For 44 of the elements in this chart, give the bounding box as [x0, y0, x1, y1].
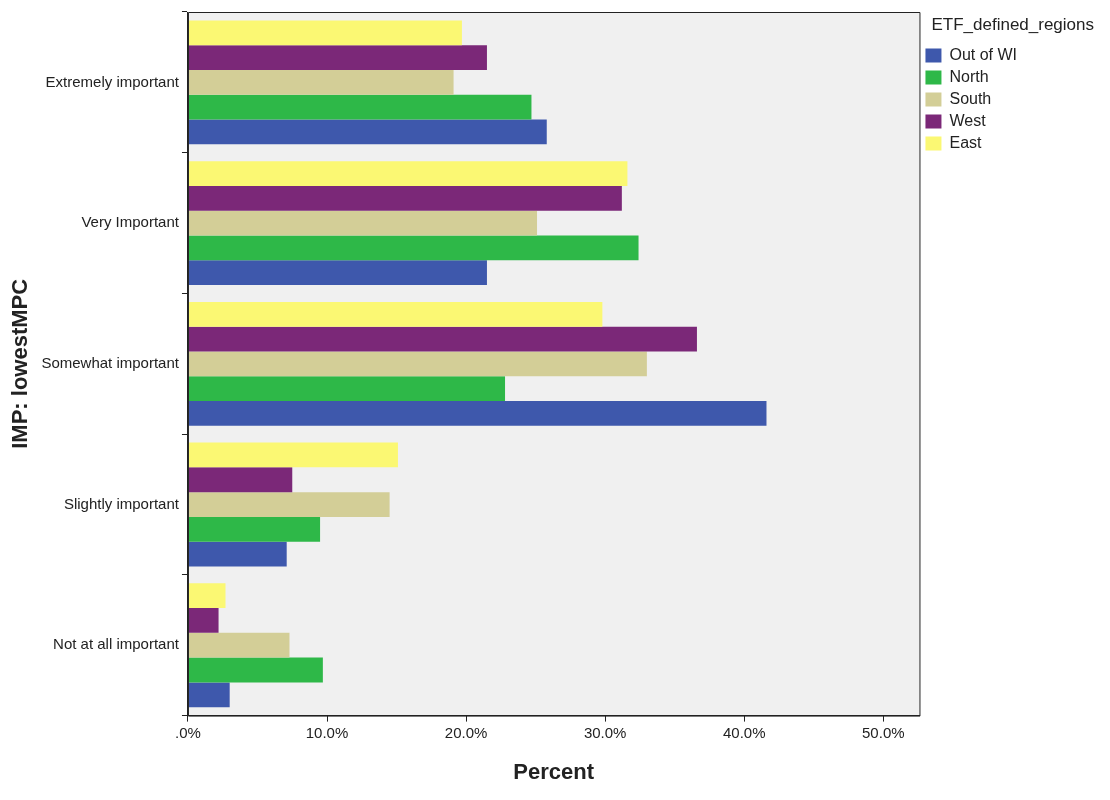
bar	[188, 467, 293, 493]
bar	[188, 632, 290, 658]
x-tick-label: 50.0%	[862, 723, 905, 741]
y-tick-label: Extremely important	[45, 72, 180, 90]
bar	[188, 492, 390, 517]
bar	[188, 94, 532, 120]
bar	[188, 45, 487, 70]
bar	[188, 442, 398, 468]
y-tick-label: Somewhat important	[41, 353, 180, 371]
bar	[188, 326, 697, 352]
bar	[188, 185, 622, 211]
bar	[188, 351, 647, 377]
x-tick-label: .0%	[175, 723, 201, 741]
bar	[188, 608, 219, 633]
legend-label: North	[949, 67, 989, 85]
legend-title: ETF_defined_regions	[931, 15, 1094, 35]
bar	[188, 119, 547, 145]
bar	[188, 161, 628, 186]
legend-label: West	[949, 111, 987, 129]
bar	[188, 69, 454, 95]
x-tick-label: 20.0%	[444, 723, 488, 741]
bar	[188, 235, 639, 261]
y-tick-label: Slightly important	[63, 494, 180, 512]
y-tick-label: Very Important	[81, 213, 180, 231]
bar	[188, 541, 287, 567]
bar	[188, 682, 230, 708]
legend-label: Out of WI	[949, 45, 1018, 63]
bar	[188, 516, 321, 542]
y-tick-label: Not at all important	[53, 635, 180, 653]
bar	[188, 260, 487, 285]
bar	[188, 657, 323, 683]
bar	[188, 376, 506, 401]
legend-label: South	[949, 89, 992, 107]
bar	[188, 210, 538, 236]
bar	[188, 583, 226, 609]
legend-label: East	[949, 133, 983, 151]
bar	[188, 20, 462, 46]
x-tick-label: 10.0%	[305, 723, 349, 741]
x-tick-label: 40.0%	[722, 723, 766, 741]
bar	[188, 400, 767, 426]
y-axis-title: IMP: lowestMPC	[7, 278, 33, 449]
x-tick-label: 30.0%	[583, 723, 627, 741]
bar	[188, 301, 603, 327]
x-axis-title: Percent	[513, 758, 595, 784]
